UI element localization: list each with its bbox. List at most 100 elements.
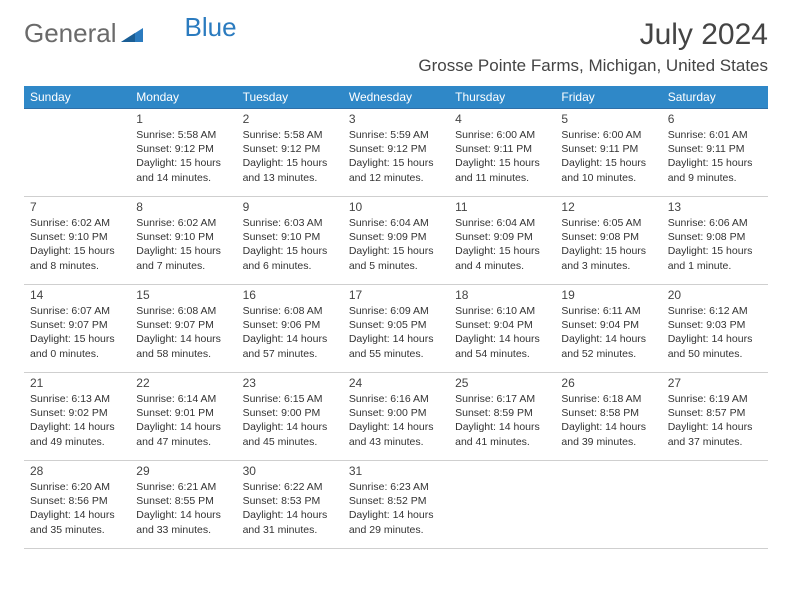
sunset-text: Sunset: 9:07 PM: [136, 318, 230, 332]
daylight-text: Daylight: 14 hours and 50 minutes.: [668, 332, 762, 360]
calendar-week-row: 14Sunrise: 6:07 AMSunset: 9:07 PMDayligh…: [24, 285, 768, 373]
sunset-text: Sunset: 9:11 PM: [668, 142, 762, 156]
sunrise-text: Sunrise: 6:00 AM: [455, 128, 549, 142]
day-number: 26: [561, 376, 655, 390]
calendar-day-cell: 22Sunrise: 6:14 AMSunset: 9:01 PMDayligh…: [130, 373, 236, 461]
day-number: 31: [349, 464, 443, 478]
sunrise-text: Sunrise: 6:17 AM: [455, 392, 549, 406]
sunrise-text: Sunrise: 5:58 AM: [243, 128, 337, 142]
daylight-text: Daylight: 15 hours and 12 minutes.: [349, 156, 443, 184]
calendar-day-cell: 21Sunrise: 6:13 AMSunset: 9:02 PMDayligh…: [24, 373, 130, 461]
daylight-text: Daylight: 14 hours and 29 minutes.: [349, 508, 443, 536]
sunrise-text: Sunrise: 6:09 AM: [349, 304, 443, 318]
sunset-text: Sunset: 9:10 PM: [243, 230, 337, 244]
day-number: 20: [668, 288, 762, 302]
day-number: 9: [243, 200, 337, 214]
calendar-day-cell: 7Sunrise: 6:02 AMSunset: 9:10 PMDaylight…: [24, 197, 130, 285]
daylight-text: Daylight: 15 hours and 0 minutes.: [30, 332, 124, 360]
sunrise-text: Sunrise: 6:06 AM: [668, 216, 762, 230]
sunset-text: Sunset: 9:06 PM: [243, 318, 337, 332]
daylight-text: Daylight: 15 hours and 8 minutes.: [30, 244, 124, 272]
daylight-text: Daylight: 15 hours and 10 minutes.: [561, 156, 655, 184]
sunset-text: Sunset: 9:10 PM: [30, 230, 124, 244]
day-header: Saturday: [662, 86, 768, 109]
day-number: 19: [561, 288, 655, 302]
calendar-week-row: 21Sunrise: 6:13 AMSunset: 9:02 PMDayligh…: [24, 373, 768, 461]
calendar-day-cell: 11Sunrise: 6:04 AMSunset: 9:09 PMDayligh…: [449, 197, 555, 285]
daylight-text: Daylight: 14 hours and 54 minutes.: [455, 332, 549, 360]
calendar-day-cell: [555, 461, 661, 549]
sunset-text: Sunset: 9:00 PM: [243, 406, 337, 420]
sunrise-text: Sunrise: 6:16 AM: [349, 392, 443, 406]
day-number: 2: [243, 112, 337, 126]
logo-text-2: Blue: [185, 12, 237, 43]
sunrise-text: Sunrise: 6:08 AM: [243, 304, 337, 318]
calendar-week-row: 7Sunrise: 6:02 AMSunset: 9:10 PMDaylight…: [24, 197, 768, 285]
sunrise-text: Sunrise: 6:04 AM: [349, 216, 443, 230]
day-number: 6: [668, 112, 762, 126]
calendar-day-cell: 17Sunrise: 6:09 AMSunset: 9:05 PMDayligh…: [343, 285, 449, 373]
sunset-text: Sunset: 9:10 PM: [136, 230, 230, 244]
daylight-text: Daylight: 15 hours and 6 minutes.: [243, 244, 337, 272]
day-number: 29: [136, 464, 230, 478]
sunrise-text: Sunrise: 6:05 AM: [561, 216, 655, 230]
calendar-day-cell: 14Sunrise: 6:07 AMSunset: 9:07 PMDayligh…: [24, 285, 130, 373]
calendar-day-cell: [449, 461, 555, 549]
sunset-text: Sunset: 9:12 PM: [243, 142, 337, 156]
day-number: 15: [136, 288, 230, 302]
sunset-text: Sunset: 9:02 PM: [30, 406, 124, 420]
sunrise-text: Sunrise: 6:10 AM: [455, 304, 549, 318]
daylight-text: Daylight: 14 hours and 57 minutes.: [243, 332, 337, 360]
calendar-day-cell: 4Sunrise: 6:00 AMSunset: 9:11 PMDaylight…: [449, 109, 555, 197]
sunset-text: Sunset: 9:01 PM: [136, 406, 230, 420]
daylight-text: Daylight: 14 hours and 55 minutes.: [349, 332, 443, 360]
daylight-text: Daylight: 14 hours and 45 minutes.: [243, 420, 337, 448]
day-header: Sunday: [24, 86, 130, 109]
day-number: 21: [30, 376, 124, 390]
day-header: Friday: [555, 86, 661, 109]
calendar-day-cell: 9 Sunrise: 6:03 AMSunset: 9:10 PMDaylight…: [237, 197, 343, 285]
sunset-text: Sunset: 8:55 PM: [136, 494, 230, 508]
calendar-day-cell: 15Sunrise: 6:08 AMSunset: 9:07 PMDayligh…: [130, 285, 236, 373]
calendar-body: 1Sunrise: 5:58 AMSunset: 9:12 PMDaylight…: [24, 109, 768, 549]
day-number: 4: [455, 112, 549, 126]
header: General Blue July 2024 Grosse Pointe Far…: [24, 18, 768, 76]
sunrise-text: Sunrise: 6:20 AM: [30, 480, 124, 494]
daylight-text: Daylight: 15 hours and 5 minutes.: [349, 244, 443, 272]
sunset-text: Sunset: 9:12 PM: [349, 142, 443, 156]
sunrise-text: Sunrise: 6:07 AM: [30, 304, 124, 318]
calendar-day-cell: 20Sunrise: 6:12 AMSunset: 9:03 PMDayligh…: [662, 285, 768, 373]
day-number: 28: [30, 464, 124, 478]
sunrise-text: Sunrise: 6:02 AM: [136, 216, 230, 230]
calendar-day-cell: 8Sunrise: 6:02 AMSunset: 9:10 PMDaylight…: [130, 197, 236, 285]
daylight-text: Daylight: 15 hours and 9 minutes.: [668, 156, 762, 184]
daylight-text: Daylight: 15 hours and 14 minutes.: [136, 156, 230, 184]
calendar-day-cell: 5Sunrise: 6:00 AMSunset: 9:11 PMDaylight…: [555, 109, 661, 197]
daylight-text: Daylight: 15 hours and 7 minutes.: [136, 244, 230, 272]
day-number: 17: [349, 288, 443, 302]
daylight-text: Daylight: 14 hours and 58 minutes.: [136, 332, 230, 360]
calendar-day-cell: 16Sunrise: 6:08 AMSunset: 9:06 PMDayligh…: [237, 285, 343, 373]
daylight-text: Daylight: 15 hours and 13 minutes.: [243, 156, 337, 184]
day-number: 11: [455, 200, 549, 214]
sunset-text: Sunset: 9:00 PM: [349, 406, 443, 420]
daylight-text: Daylight: 15 hours and 4 minutes.: [455, 244, 549, 272]
calendar-day-cell: 26Sunrise: 6:18 AMSunset: 8:58 PMDayligh…: [555, 373, 661, 461]
sunset-text: Sunset: 9:04 PM: [561, 318, 655, 332]
calendar-day-cell: 24Sunrise: 6:16 AMSunset: 9:00 PMDayligh…: [343, 373, 449, 461]
calendar-day-cell: 18Sunrise: 6:10 AMSunset: 9:04 PMDayligh…: [449, 285, 555, 373]
day-number: 7: [30, 200, 124, 214]
calendar-day-cell: 23Sunrise: 6:15 AMSunset: 9:00 PMDayligh…: [237, 373, 343, 461]
day-number: 12: [561, 200, 655, 214]
calendar-day-cell: 10Sunrise: 6:04 AMSunset: 9:09 PMDayligh…: [343, 197, 449, 285]
calendar-day-cell: [24, 109, 130, 197]
sunset-text: Sunset: 8:58 PM: [561, 406, 655, 420]
sunrise-text: Sunrise: 6:01 AM: [668, 128, 762, 142]
sunrise-text: Sunrise: 6:03 AM: [243, 216, 337, 230]
day-number: 24: [349, 376, 443, 390]
calendar-day-cell: 28Sunrise: 6:20 AMSunset: 8:56 PMDayligh…: [24, 461, 130, 549]
day-number: 10: [349, 200, 443, 214]
sunrise-text: Sunrise: 6:00 AM: [561, 128, 655, 142]
sunset-text: Sunset: 9:07 PM: [30, 318, 124, 332]
sunrise-text: Sunrise: 6:22 AM: [243, 480, 337, 494]
